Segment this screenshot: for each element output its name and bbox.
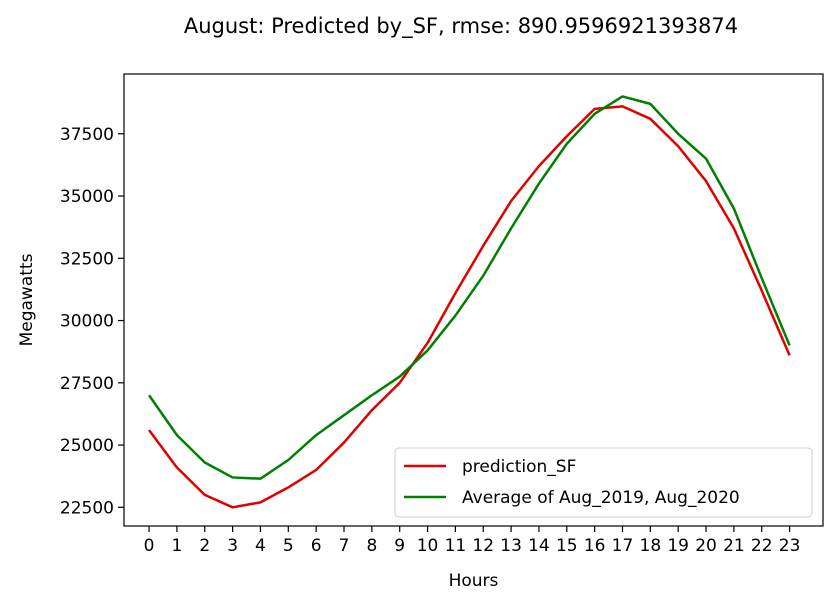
- x-tick-label: 13: [500, 536, 522, 556]
- legend-label-prediction: prediction_SF: [462, 457, 576, 477]
- x-tick-label: 16: [584, 536, 606, 556]
- x-axis-label: Hours: [449, 571, 499, 591]
- x-tick-label: 4: [255, 536, 266, 556]
- x-tick-label: 17: [612, 536, 634, 556]
- x-tick-label: 6: [311, 536, 322, 556]
- x-tick-label: 14: [528, 536, 550, 556]
- x-tick-label: 0: [144, 536, 155, 556]
- x-tick-label: 1: [171, 536, 182, 556]
- x-tick-label: 11: [445, 536, 467, 556]
- x-tick-label: 10: [417, 536, 439, 556]
- x-tick-label: 15: [556, 536, 578, 556]
- x-tick-label: 18: [640, 536, 662, 556]
- legend-box: [394, 447, 813, 518]
- y-tick-label: 37500: [60, 125, 114, 145]
- series-line-0: [148, 105, 791, 509]
- series-lines: [148, 95, 791, 509]
- y-axis-label: Megawatts: [17, 253, 37, 346]
- x-tick-label: 8: [366, 536, 377, 556]
- legend-label-average: Average of Aug_2019, Aug_2020: [462, 488, 740, 508]
- legend: prediction_SF Average of Aug_2019, Aug_2…: [394, 447, 813, 518]
- series-line-1: [148, 95, 791, 480]
- y-tick-label: 35000: [60, 187, 114, 207]
- plot-area: [123, 73, 824, 527]
- y-tick-label: 30000: [60, 312, 114, 332]
- x-tick-label: 22: [751, 536, 773, 556]
- x-tick-label: 21: [723, 536, 745, 556]
- x-tick-label: 3: [227, 536, 238, 556]
- x-tick-label: 2: [199, 536, 210, 556]
- y-tick-label: 32500: [60, 249, 114, 269]
- x-tick-label: 20: [695, 536, 717, 556]
- y-tick-label: 22500: [60, 498, 114, 518]
- x-tick-label: 5: [283, 536, 294, 556]
- x-tick-label: 23: [779, 536, 801, 556]
- y-tick-label: 27500: [60, 374, 114, 394]
- y-axis-ticks: 22500 25000 27500 30000 32500 35000 37500: [60, 125, 124, 518]
- x-tick-label: 9: [394, 536, 405, 556]
- x-tick-label: 19: [667, 536, 689, 556]
- chart-title: August: Predicted by_SF, rmse: 890.95969…: [184, 14, 738, 39]
- x-axis-ticks: 0 1 2 3 4 5 6 7 8 9 10 11 12 13 14 15 16 17 18 19 20 21 22 23: [144, 526, 801, 556]
- y-tick-label: 25000: [60, 436, 114, 456]
- x-tick-label: 12: [472, 536, 494, 556]
- x-tick-label: 7: [339, 536, 350, 556]
